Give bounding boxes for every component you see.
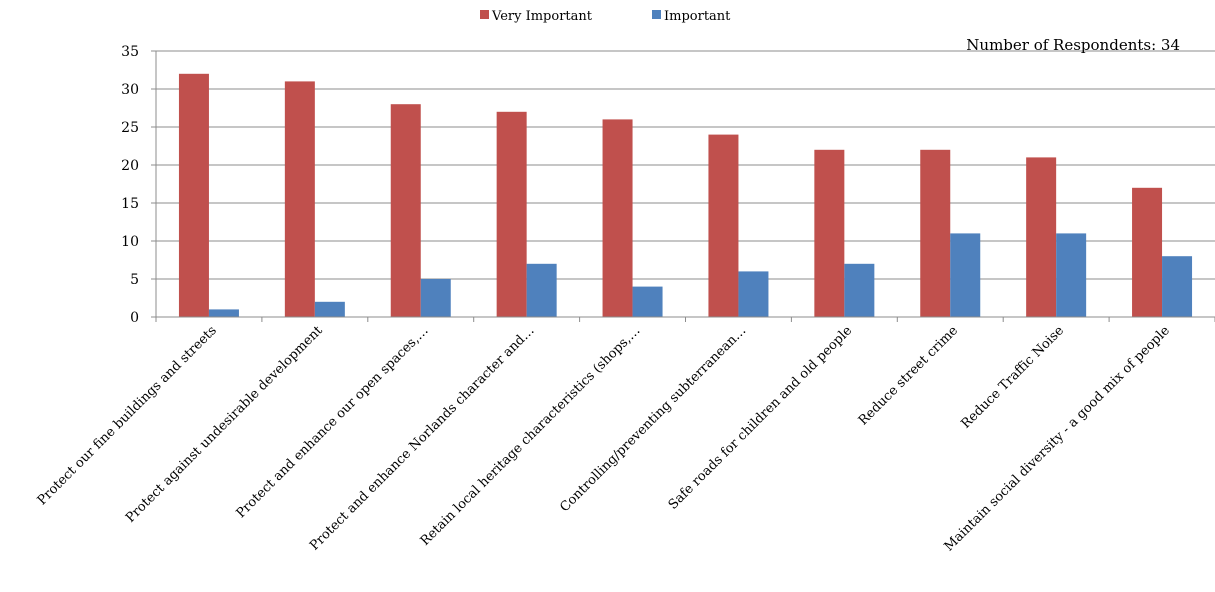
legend-label-important: Important bbox=[664, 9, 731, 24]
bar-very-important bbox=[1026, 157, 1057, 317]
axes bbox=[151, 50, 1215, 322]
gridlines bbox=[156, 50, 1215, 280]
y-axis-tick-labels: 0 5 10 15 20 25 30 35 bbox=[121, 44, 139, 326]
bar-important bbox=[1056, 233, 1087, 317]
y-tick-label: 15 bbox=[121, 196, 139, 212]
legend-swatch-important bbox=[652, 10, 661, 19]
x-category-label: Maintain social diversity - a good mix o… bbox=[942, 323, 1173, 554]
legend-swatch-very-important bbox=[480, 10, 489, 19]
legend-label-very-important: Very Important bbox=[491, 9, 593, 24]
x-axis-category-labels: Protect our fine buildings and streetsPr… bbox=[35, 323, 1173, 555]
bars bbox=[178, 73, 1193, 318]
x-category-label: Safe roads for children and old people bbox=[666, 323, 856, 513]
y-tick-label: 5 bbox=[130, 272, 139, 288]
x-category-label: Protect and enhance Norlands character a… bbox=[307, 323, 537, 553]
legend: Very Important Important bbox=[480, 9, 731, 24]
y-tick-label: 0 bbox=[130, 310, 139, 326]
x-category-label: Retain local heritage characteristics (s… bbox=[418, 323, 644, 549]
y-tick-label: 35 bbox=[121, 44, 139, 60]
bar-important bbox=[1162, 256, 1193, 317]
x-category-label: Reduce Traffic Noise bbox=[958, 323, 1067, 432]
bar-important bbox=[314, 301, 345, 317]
x-category-label: Reduce street crime bbox=[856, 323, 961, 428]
bar-important bbox=[950, 233, 981, 317]
x-category-label: Protect our fine buildings and streets bbox=[35, 323, 220, 508]
y-tick-label: 25 bbox=[121, 120, 139, 136]
y-tick-label: 30 bbox=[121, 82, 139, 98]
bar-very-important bbox=[814, 149, 845, 317]
bar-very-important bbox=[602, 119, 633, 318]
bar-very-important bbox=[496, 111, 527, 317]
x-category-label: Protect and enhance our open spaces,… bbox=[234, 323, 432, 521]
bar-very-important bbox=[1132, 187, 1163, 317]
bar-important bbox=[208, 309, 239, 317]
bar-very-important bbox=[708, 134, 739, 317]
y-tick-label: 20 bbox=[121, 158, 139, 174]
x-category-label: Controlling/preventing subterranean… bbox=[557, 323, 749, 515]
x-category-label: Protect against undesirable development bbox=[123, 323, 326, 526]
bar-very-important bbox=[920, 149, 951, 317]
bar-important bbox=[420, 279, 451, 317]
bar-important bbox=[738, 271, 769, 317]
y-tick-label: 10 bbox=[121, 234, 139, 250]
bar-very-important bbox=[284, 81, 315, 318]
bar-important bbox=[526, 263, 557, 317]
bar-important bbox=[632, 286, 663, 317]
respondents-annotation: Number of Respondents: 34 bbox=[966, 36, 1180, 54]
bar-important bbox=[844, 263, 875, 317]
bar-very-important bbox=[178, 73, 209, 317]
bar-very-important bbox=[390, 104, 421, 317]
